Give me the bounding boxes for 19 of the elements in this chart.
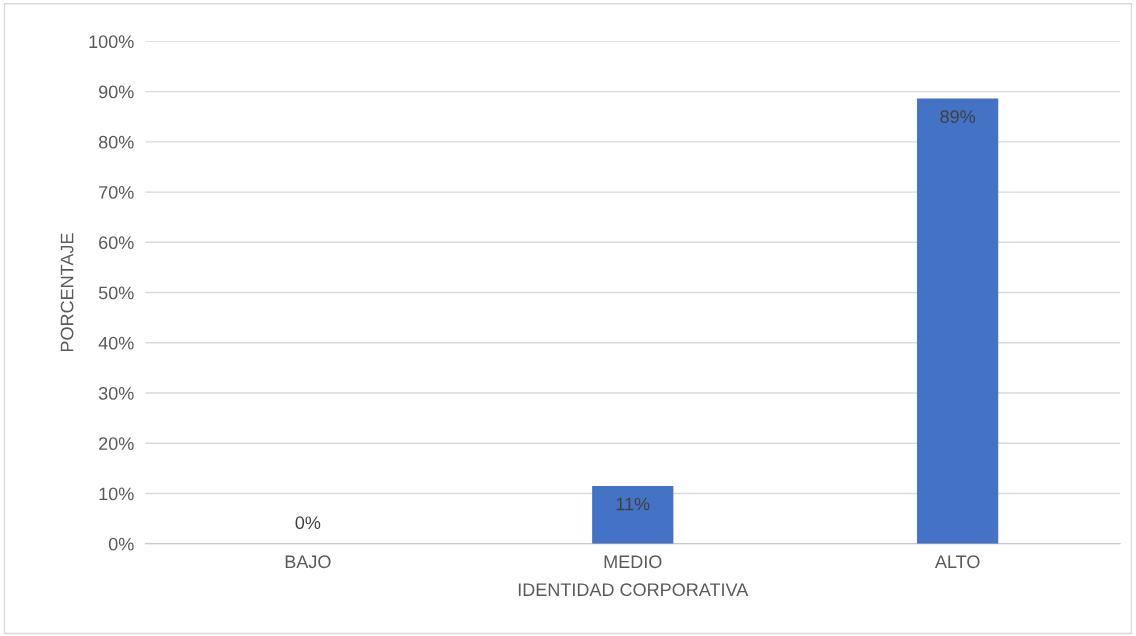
y-axis-title: PORCENTAJE: [60, 233, 74, 352]
y-tick-label: 20%: [99, 437, 134, 451]
data-label: 0%: [295, 516, 321, 530]
data-label: 11%: [616, 497, 650, 511]
x-tick-label: ALTO: [934, 555, 980, 569]
y-tick-label: 80%: [98, 135, 134, 149]
x-tick-label: MEDIO: [604, 555, 662, 569]
y-tick-label: 100%: [89, 35, 134, 49]
x-tick-label: BAJO: [285, 555, 331, 569]
y-tick-label: 0%: [108, 537, 134, 551]
y-tick-label: 90%: [99, 85, 134, 99]
y-tick-label: 50%: [98, 286, 134, 300]
data-label: 89%: [940, 110, 976, 123]
y-tick-label: 40%: [98, 336, 134, 350]
y-tick-label: 70%: [99, 186, 134, 199]
y-tick-label: 60%: [99, 236, 134, 250]
x-axis-title: IDENTIDAD CORPORATIVA: [518, 583, 749, 597]
y-tick-label: 10%: [99, 487, 134, 501]
y-tick-label: 30%: [98, 386, 134, 400]
